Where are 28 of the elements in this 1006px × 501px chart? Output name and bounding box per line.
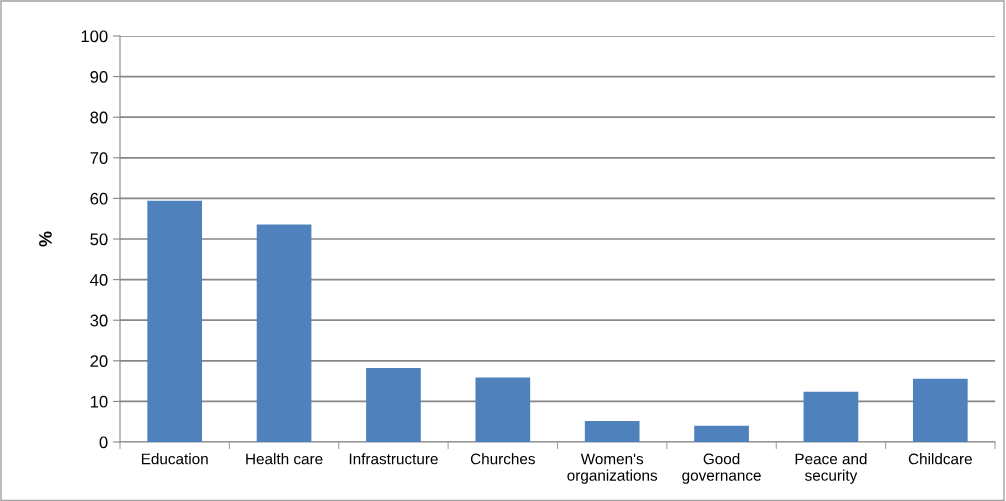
y-tick-label: 100 <box>81 30 108 43</box>
x-tick-label: Peace and security <box>795 453 867 484</box>
bar <box>147 200 203 442</box>
bar <box>366 368 421 442</box>
y-tick-label: 90 <box>90 71 108 83</box>
bar <box>803 391 859 442</box>
x-tick-label: Infrastructure <box>349 453 438 465</box>
y-tick-label: 70 <box>90 152 108 164</box>
y-tick-label: 40 <box>90 274 108 286</box>
y-tick-label: 80 <box>90 111 108 124</box>
x-tick-label: Good governance <box>682 453 761 484</box>
bar <box>694 425 749 442</box>
x-tick-label: Education <box>141 453 208 465</box>
bar <box>584 420 640 442</box>
x-tick-label: Women's organizations <box>567 453 658 484</box>
y-tick-label: 50 <box>90 233 108 246</box>
y-tick-label: 20 <box>90 355 108 367</box>
y-tick-label: 30 <box>90 314 108 327</box>
bar <box>912 378 968 442</box>
x-tick-label: Health care <box>246 453 323 465</box>
y-axis-title: % <box>39 231 52 247</box>
x-tick-label: Churches <box>470 453 535 465</box>
bar <box>256 224 312 442</box>
y-tick-label: 0 <box>99 436 108 449</box>
x-tick-label: Childcare <box>908 453 972 465</box>
bar <box>475 377 531 442</box>
y-tick-label: 60 <box>90 192 108 205</box>
y-tick-label: 10 <box>90 395 108 408</box>
